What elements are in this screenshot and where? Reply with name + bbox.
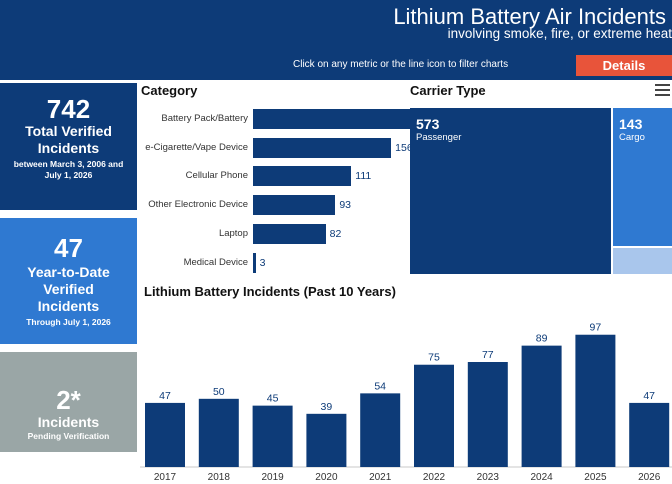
category-title: Category [141,83,198,98]
filter-hint: Click on any metric or the line icon to … [293,59,509,70]
yearly-incidents-chart: 47 2017 50 2018 45 2019 39 2020 54 2021 75 2022 77 20… [140,322,672,483]
page-title: Lithium Battery Air Incidents [393,4,666,29]
year-tick-label: 2017 [154,472,177,483]
kpi-label: Total Verified Incidents [25,123,112,156]
category-bar[interactable] [253,252,256,273]
year-value-label: 75 [428,352,440,364]
year-bar[interactable] [360,393,401,467]
carrier-type-title: Carrier Type [410,83,486,98]
category-label: Cellular Phone [185,170,248,182]
year-value-label: 47 [159,390,171,402]
year-bar[interactable] [252,405,293,467]
tile-value: 143 [619,116,643,132]
category-row[interactable]: Laptop 82 [140,223,410,244]
year-value-label: 47 [643,390,655,402]
year-bar[interactable] [629,402,670,467]
details-button[interactable]: Details [576,55,672,76]
tile-other[interactable] [613,248,672,274]
year-value-label: 89 [536,333,548,345]
year-tick-label: 2022 [423,472,446,483]
kpi-sublabel: Pending Verification [27,431,110,441]
year-tick-label: 2026 [638,472,661,483]
tile-label: Passenger [416,132,462,143]
kpi-total-verified[interactable]: 742 Total Verified Incidents between Mar… [0,83,137,210]
hamburger-menu-icon[interactable] [655,84,670,96]
category-value-label: 3 [259,256,266,269]
year-bar[interactable] [521,345,562,467]
category-bar[interactable] [253,137,392,158]
tile-value: 573 [416,116,440,132]
tile-label: Cargo [619,132,645,143]
page-subtitle: involving smoke, fire, or extreme heat [447,26,672,41]
year-value-label: 50 [213,386,225,398]
year-bar[interactable] [575,334,616,467]
year-tick-label: 2025 [584,472,607,483]
year-value-label: 77 [482,349,494,361]
category-row[interactable]: e-Cigarette/Vape Device 156 [140,137,413,158]
kpi-label: Incidents [37,414,100,430]
year-tick-label: 2021 [369,472,392,483]
year-bar[interactable] [467,362,508,467]
year-tick-label: 2019 [261,472,284,483]
category-value-label: 156 [395,141,413,154]
year-tick-label: 2018 [208,472,231,483]
category-label: Other Electronic Device [148,199,248,211]
category-value-label: 82 [329,227,342,240]
year-value-label: 54 [374,380,386,392]
category-row[interactable]: Cellular Phone 111 [140,166,410,187]
kpi-label: Year-to-Date Verified Incidents [27,264,110,314]
year-bar[interactable] [198,398,239,467]
kpi-number: 2* [56,385,81,415]
kpi-sublabel: Through July 1, 2026 [26,317,111,327]
category-row[interactable]: Battery Pack/Battery297 [140,109,538,129]
year-bar[interactable] [414,364,454,467]
year-tick-label: 2020 [315,472,338,483]
category-row[interactable]: Medical Device 3 [140,252,410,273]
kpi-sublabel: between March 3, 2006 and July 1, 2026 [13,159,124,180]
tile-cargo[interactable]: 143 Cargo [613,108,672,246]
yearly-chart-title: Lithium Battery Incidents (Past 10 Years… [144,284,396,299]
category-bar[interactable] [253,166,352,187]
kpi-year-to-date[interactable]: 47 Year-to-Date Verified Incidents Throu… [0,218,137,344]
category-label: e-Cigarette/Vape Device [145,141,248,153]
kpi-number: 742 [46,94,91,124]
year-value-label: 97 [590,322,602,334]
year-tick-label: 2024 [530,472,553,483]
year-value-label: 45 [267,393,279,405]
header-banner: Lithium Battery Air Incidents involving … [0,0,672,80]
category-label: Laptop [218,227,248,239]
category-value-label: 111 [355,170,372,183]
category-bar[interactable] [253,195,336,216]
year-value-label: 39 [321,401,333,413]
kpi-number: 47 [54,233,83,263]
category-label: Medical Device [183,256,248,268]
year-bar[interactable] [306,413,347,467]
tile-passenger[interactable]: 573 Passenger [410,108,611,274]
carrier-treemap: 573 Passenger 143 Cargo [410,108,672,274]
category-bar[interactable] [253,223,326,244]
category-label: Battery Pack/Battery [161,113,248,124]
category-row[interactable]: Other Electronic Device 93 [140,195,410,216]
year-bar[interactable] [145,402,185,467]
category-value-label: 93 [339,199,352,212]
year-tick-label: 2023 [477,472,500,483]
kpi-pending[interactable]: 2* Incidents Pending Verification [0,352,137,452]
